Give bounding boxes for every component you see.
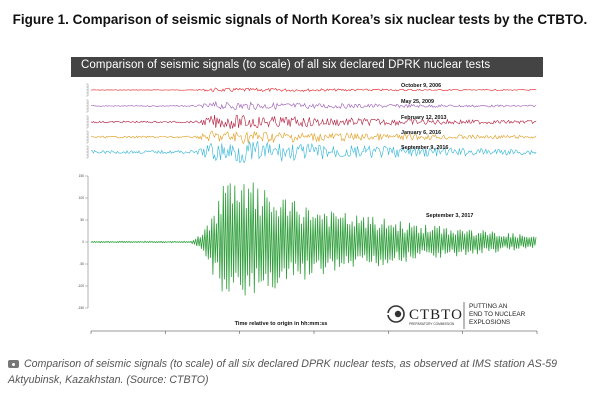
trace-main — [90, 182, 537, 296]
x-axis-label: Time relative to origin in hh:mm:ss — [235, 321, 328, 327]
small-trace-axis — [86, 83, 89, 97]
trace-3 — [90, 115, 537, 130]
event-label: May 25, 2009 — [401, 99, 434, 105]
y-tick-label: -50 — [79, 262, 84, 266]
tagline-line-3: EXPLOSIONS — [469, 319, 510, 326]
chart-frame: Comparison of seismic signals (to scale)… — [71, 57, 543, 341]
tagline-line-2: END TO NUCLEAR — [469, 311, 526, 318]
trace-4 — [90, 130, 537, 145]
y-tick-label: 100 — [79, 196, 85, 200]
main-trace-axis: 150 100 50 0 -50 -100 -150 — [78, 174, 89, 310]
tagline-line-1: PUTTING AN — [469, 303, 508, 310]
ctbto-logo: CTBTO PREPARATORY COMMISSION PUTTING AN … — [387, 302, 526, 329]
figure-caption: Comparison of seismic signals (to scale)… — [8, 356, 592, 388]
x-axis — [90, 330, 538, 334]
event-label: February 12, 2013 — [401, 115, 447, 121]
y-tick-label: -150 — [78, 306, 85, 310]
y-tick-label: -100 — [78, 284, 85, 288]
event-label: October 9, 2006 — [401, 83, 441, 89]
small-trace-axis — [86, 99, 89, 113]
trace-1 — [90, 87, 537, 93]
ctbto-logo-sub: PREPARATORY COMMISSION — [409, 322, 455, 326]
ctbto-logo-name: CTBTO — [409, 307, 463, 323]
small-trace-axis — [86, 115, 89, 129]
event-label: September 9, 2016 — [401, 145, 448, 151]
trace-2 — [90, 100, 537, 111]
y-tick-label: 0 — [82, 240, 84, 244]
chart-title: Comparison of seismic signals (to scale)… — [81, 59, 491, 71]
small-trace-axis — [86, 130, 89, 144]
event-label-main: September 3, 2017 — [426, 213, 473, 219]
caption-text: Comparison of seismic signals (to scale)… — [8, 358, 558, 386]
y-tick-label: 150 — [79, 174, 85, 178]
event-label: January 6, 2016 — [401, 130, 441, 136]
chart-title-banner: Comparison of seismic signals (to scale)… — [71, 57, 543, 77]
figure-title: Figure 1. Comparison of seismic signals … — [12, 12, 588, 27]
trace-5 — [90, 140, 537, 164]
seismic-chart: 150 100 50 0 -50 -100 -150 October 9, 2006 May … — [78, 83, 538, 334]
camera-icon — [8, 360, 19, 368]
small-trace-axis — [86, 145, 89, 159]
y-tick-label: 50 — [80, 218, 84, 222]
